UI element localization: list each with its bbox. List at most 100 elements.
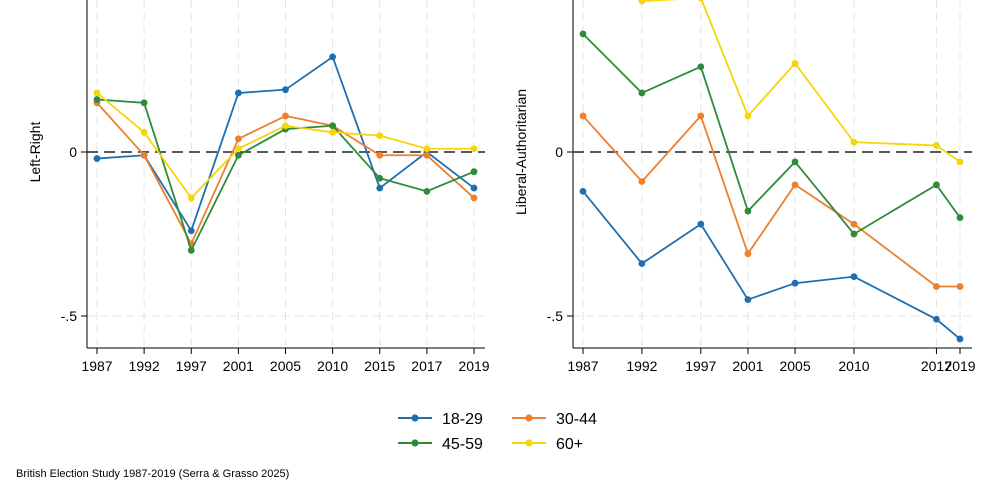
data-point-60+: [282, 122, 289, 130]
data-point-45-59: [187, 247, 195, 254]
data-point-45-59: [329, 122, 337, 130]
data-point-45-59: [423, 187, 431, 195]
data-point-30-44: [791, 181, 799, 189]
legend-marker: [525, 414, 533, 422]
data-point-60+: [850, 138, 858, 146]
data-point-60+: [470, 145, 478, 153]
data-point-30-44: [933, 283, 940, 290]
x-tick-label: 1992: [129, 358, 160, 374]
data-point-60+: [140, 128, 148, 136]
x-tick-label: 2017: [921, 358, 952, 374]
data-point-60+: [638, 0, 646, 5]
data-point-30-44: [423, 151, 431, 159]
data-point-45-59: [791, 158, 799, 166]
x-tick-label: 2019: [944, 358, 975, 374]
legend-label: 60+: [556, 436, 583, 453]
y-axis-label: Liberal-Authoritarian: [513, 89, 529, 215]
data-point-60+: [423, 145, 431, 153]
data-point-60+: [234, 145, 242, 153]
x-tick-label: 1997: [685, 358, 716, 374]
chart-figure: 1987 1992 1997 2001 2005 2010 2015 2017 2019-.50…: [27, 0, 976, 453]
x-tick-label: 2015: [364, 358, 395, 374]
legend-marker: [411, 414, 419, 422]
legend-marker: [411, 439, 419, 447]
data-point-45-59: [956, 214, 964, 222]
x-tick-label: 1997: [176, 358, 207, 374]
data-point-30-44: [638, 178, 646, 185]
data-point-30-44: [579, 112, 587, 120]
data-point-60+: [956, 158, 964, 166]
data-point-45-59: [140, 99, 148, 107]
x-tick-label: 2010: [317, 358, 348, 374]
series-line-60+: [639, 0, 961, 163]
x-tick-label: 2017: [411, 358, 442, 374]
series-line-45-59: [582, 33, 961, 236]
y-tick-label: 0: [69, 144, 77, 160]
data-point-60+: [329, 128, 337, 136]
legend: 18-29 30-44 45-59 60+: [398, 411, 597, 453]
data-point-18-29: [933, 315, 940, 323]
data-point-60+: [933, 142, 940, 149]
x-tick-label: 2005: [270, 358, 301, 374]
data-point-30-44: [744, 250, 752, 258]
series-line-18-29: [582, 190, 961, 340]
legend-label: 30-44: [556, 411, 597, 428]
source-note: British Election Study 1987-2019 (Serra …: [16, 468, 290, 480]
x-tick-label: 1992: [626, 358, 657, 374]
data-point-60+: [187, 194, 195, 202]
x-tick-label: 2001: [223, 358, 254, 374]
data-point-30-44: [697, 112, 705, 120]
data-point-30-44: [234, 135, 242, 143]
data-point-45-59: [697, 63, 705, 71]
data-point-18-29: [470, 184, 478, 192]
x-tick-label: 2019: [458, 358, 489, 374]
data-point-60+: [93, 89, 101, 97]
data-point-30-44: [140, 151, 148, 159]
data-point-45-59: [744, 207, 752, 215]
series-line-30-44: [582, 114, 960, 288]
data-point-18-29: [850, 273, 858, 281]
x-tick-label: 2001: [732, 358, 763, 374]
y-tick-label: -.5: [61, 308, 78, 324]
y-tick-label: 0: [555, 144, 563, 160]
legend-marker: [525, 439, 533, 447]
data-point-18-29: [234, 89, 242, 97]
data-point-45-59: [376, 174, 384, 182]
data-point-18-29: [697, 220, 705, 228]
data-point-60+: [698, 0, 704, 2]
data-point-18-29: [329, 53, 337, 61]
y-axis-label: Left-Right: [27, 122, 43, 183]
data-point-18-29: [638, 260, 646, 267]
data-point-45-59: [579, 30, 587, 38]
series-group: [93, 53, 478, 254]
x-tick-label: 2010: [838, 358, 869, 374]
x-tick-label: 1987: [567, 358, 598, 374]
data-point-45-59: [638, 89, 646, 97]
data-point-18-29: [282, 86, 289, 94]
x-tick-label: 2005: [779, 358, 810, 374]
data-point-45-59: [234, 151, 242, 159]
data-point-60+: [791, 60, 799, 67]
data-point-18-29: [93, 155, 101, 162]
data-point-30-44: [850, 220, 858, 228]
y-tick-label: -.5: [547, 308, 564, 324]
data-point-60+: [744, 112, 752, 120]
data-point-30-44: [956, 283, 964, 290]
legend-label: 18-29: [442, 411, 483, 428]
data-point-45-59: [850, 230, 858, 238]
data-point-45-59: [933, 181, 940, 189]
data-point-45-59: [470, 168, 478, 176]
data-point-18-29: [376, 184, 384, 192]
x-tick-label: 1987: [81, 358, 112, 374]
series-group: [579, 0, 964, 343]
data-point-60+: [376, 132, 384, 140]
data-point-18-29: [579, 187, 587, 195]
left-right-panel: 1987 1992 1997 2001 2005 2010 2015 2017 2019 -.5 0…: [27, 0, 490, 374]
data-point-30-44: [376, 151, 384, 159]
data-point-30-44: [470, 194, 478, 202]
legend-label: 45-59: [442, 436, 483, 453]
data-point-18-29: [791, 279, 799, 287]
data-point-30-44: [282, 112, 289, 120]
data-point-18-29: [956, 335, 964, 343]
